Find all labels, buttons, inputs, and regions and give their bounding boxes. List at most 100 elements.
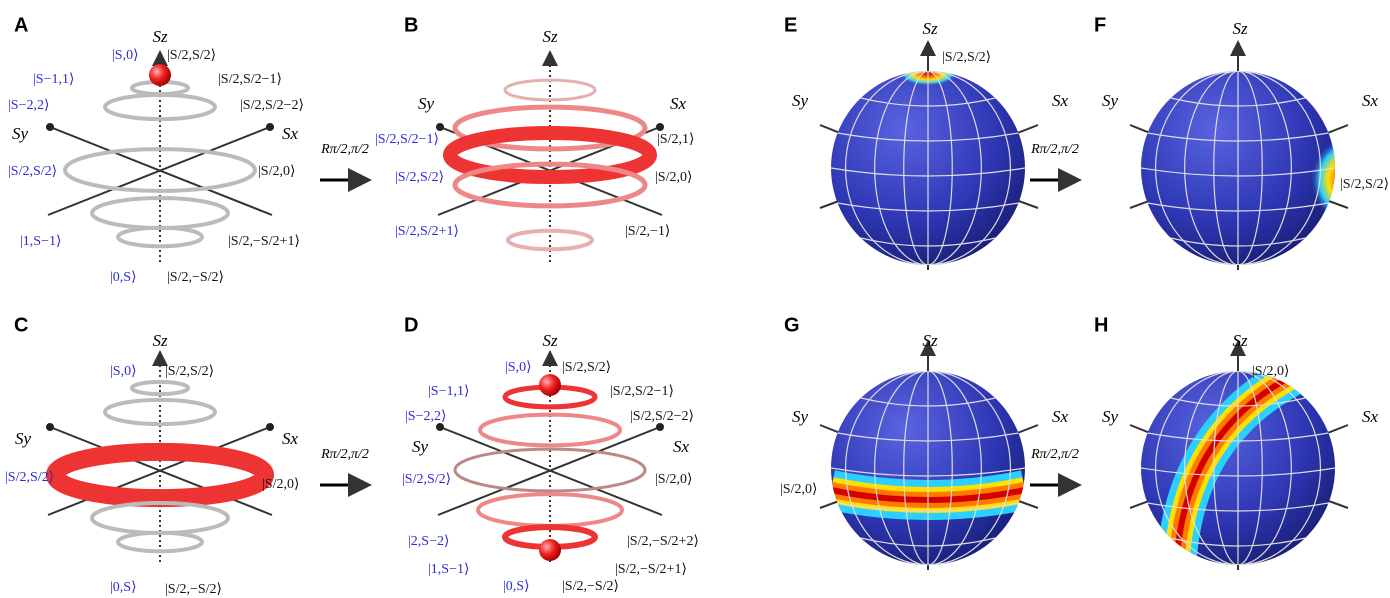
state-label: |S/2,−S/2+1⟩ <box>615 562 687 577</box>
meridian <box>874 371 982 565</box>
state-label: |S−1,1⟩ <box>428 384 469 399</box>
axis-label: Sz <box>542 27 558 46</box>
axis-tip <box>656 123 664 131</box>
state-label: |S/2,S/2−2⟩ <box>240 98 304 113</box>
axis-label: Sx <box>1362 407 1379 426</box>
axis-label: Sz <box>152 27 168 46</box>
state-label: |S/2,S/2+1⟩ <box>395 224 459 239</box>
axis-tip <box>46 123 54 131</box>
meridian <box>874 71 982 265</box>
state-label: |S/2,S/2−1⟩ <box>610 384 674 399</box>
axis-tip <box>266 123 274 131</box>
state-label: |S,0⟩ <box>110 364 137 379</box>
parallel <box>1141 167 1335 177</box>
state-label: |S/2,−S/2+1⟩ <box>228 234 300 249</box>
state-label: |0,S⟩ <box>110 270 137 285</box>
parallel <box>837 202 1019 212</box>
state-label: |S/2,S/2−1⟩ <box>218 72 282 87</box>
parallel <box>831 467 1025 477</box>
parallel <box>1170 397 1306 407</box>
state-label: |S/2,−S/2⟩ <box>165 582 222 597</box>
state-label: |S/2,S/2⟩ <box>5 470 54 485</box>
state-label: |S/2,S/2⟩ <box>1340 177 1389 192</box>
panel: B Sz Sy Sx |S/2,S/2−1⟩ |S/2,S/2⟩ |S/2,S/2+1⟩ |S… <box>375 14 694 262</box>
axis-label: Sy <box>1102 407 1119 426</box>
rotation-label: Rπ/2,π/2 <box>320 142 369 157</box>
axis-label: Sy <box>12 124 29 143</box>
state-label: |S/2,−S/2⟩ <box>562 579 619 594</box>
ring <box>478 412 622 448</box>
state-label: |0,S⟩ <box>110 580 137 595</box>
rotation-label: Rπ/2,π/2 <box>1030 142 1079 157</box>
rotation-label: Rπ/2,π/2 <box>320 447 369 462</box>
ring <box>63 147 257 193</box>
ring <box>90 501 230 535</box>
state-label: |1,S−1⟩ <box>428 562 469 577</box>
parallel <box>1147 202 1329 212</box>
state-label: |S−1,1⟩ <box>33 72 74 87</box>
sphere-surface <box>831 71 1025 265</box>
axis-label: Sx <box>1362 91 1379 110</box>
parallel <box>837 132 1019 142</box>
panel-letter: H <box>1094 314 1108 336</box>
axis-label: Sx <box>1052 91 1069 110</box>
state-label: |1,S−1⟩ <box>20 234 61 249</box>
meridian <box>844 71 1012 265</box>
axis-tip <box>656 423 664 431</box>
parallel <box>860 397 996 407</box>
state-label: |S/2,−S/2+2⟩ <box>627 534 699 549</box>
parallel <box>860 237 996 247</box>
state-label: |S/2,0⟩ <box>258 164 295 179</box>
axis-label: Sx <box>1052 407 1069 426</box>
sphere-surface <box>1141 371 1335 565</box>
state-label: |S/2,0⟩ <box>655 170 692 185</box>
meridian <box>1213 371 1263 565</box>
meridian <box>1213 71 1263 265</box>
state-label: |S/2,−1⟩ <box>625 224 670 239</box>
axis-label: Sy <box>412 437 429 456</box>
rotation-label: Rπ/2,π/2 <box>1030 447 1079 462</box>
axis-label: Sz <box>1232 19 1248 38</box>
axis-label: Sy <box>1102 91 1119 110</box>
axis-label: Sz <box>542 331 558 350</box>
ring <box>116 530 204 554</box>
ring <box>130 379 190 397</box>
ring <box>90 196 230 230</box>
band <box>1173 371 1310 565</box>
state-label: |S/2,0⟩ <box>1252 364 1289 379</box>
state-label: |S,0⟩ <box>505 360 532 375</box>
state-label: |S−2,2⟩ <box>405 409 446 424</box>
panel-letter: A <box>14 14 28 36</box>
state-label: |0,S⟩ <box>503 579 530 594</box>
panel-letter: C <box>14 314 28 336</box>
axis-label: Sy <box>792 91 809 110</box>
ring <box>452 104 648 152</box>
state-label: |S/2,S/2⟩ <box>8 164 57 179</box>
panel: D Sz Sy Sx |S,0⟩ |S−1,1⟩ |S−2,2⟩ |S/2,S/2⟩ |2,S−… <box>402 314 699 594</box>
state-label: |S,0⟩ <box>112 48 139 63</box>
sphere-surface <box>831 371 1025 565</box>
panel-letter: F <box>1094 14 1106 36</box>
state-label: |S/2,1⟩ <box>657 132 694 147</box>
panel-letter: B <box>404 14 418 36</box>
panel: A Sz Sy Sx |S,0⟩ |S−1,1⟩ |S−2,2⟩ |S/2,S/2⟩ |1,S−… <box>8 14 304 285</box>
meridian <box>903 71 953 265</box>
state-label: |S/2,S/2⟩ <box>562 360 611 375</box>
meridian <box>844 371 1012 565</box>
ring <box>503 78 597 102</box>
axis-tip <box>436 423 444 431</box>
meridian <box>1154 71 1322 265</box>
axis-label: Sx <box>670 94 687 113</box>
panel: G Sz Sy Sx |S/2,0⟩ <box>780 314 1069 570</box>
axis-tip <box>46 423 54 431</box>
panel: F Sz Sy Sx |S/2,S/2⟩ <box>1094 14 1389 270</box>
axis-label: Sz <box>1232 331 1248 350</box>
ring <box>116 225 204 249</box>
axis-label: Sz <box>922 331 938 350</box>
parallel <box>1147 432 1329 442</box>
axis-label: Sy <box>792 407 809 426</box>
parallel <box>1170 537 1306 547</box>
parallel <box>837 432 1019 442</box>
